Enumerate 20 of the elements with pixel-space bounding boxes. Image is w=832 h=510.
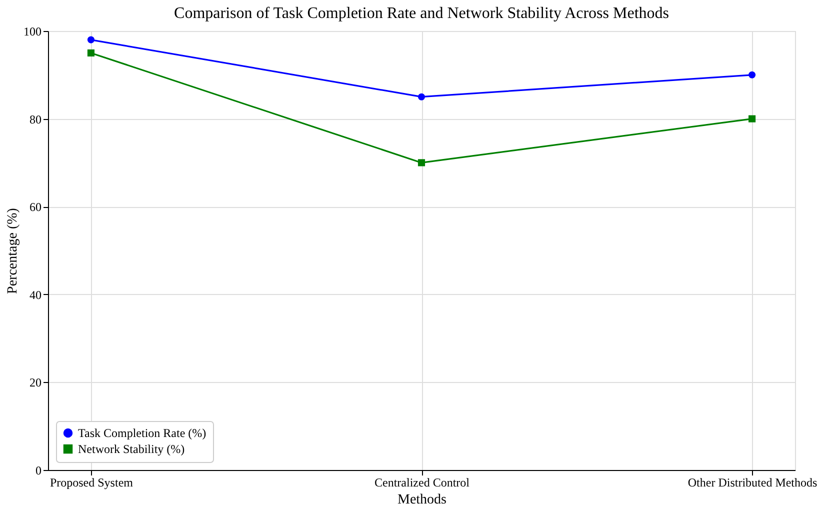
y-tick-label: 80 — [30, 112, 42, 126]
chart-title: Comparison of Task Completion Rate and Network Stability Across Methods — [174, 5, 669, 22]
y-axis-title: Percentage (%) — [6, 208, 20, 294]
point — [748, 71, 756, 78]
x-tick-label: Other Distributed Methods — [688, 476, 818, 490]
x-axis-title: Methods — [398, 492, 446, 508]
y-tick-label: 60 — [30, 200, 42, 214]
point — [418, 159, 426, 166]
y-tick-label: 40 — [30, 288, 42, 302]
point — [87, 49, 95, 56]
y-tick-label: 100 — [24, 24, 42, 38]
x-tick-label: Centralized Control — [374, 476, 470, 490]
point — [748, 115, 756, 122]
y-tick-label: 20 — [30, 376, 42, 390]
y-tick-label: 0 — [36, 464, 42, 478]
legend-label: Task Completion Rate (%) — [78, 426, 206, 440]
point — [87, 36, 95, 44]
point — [418, 93, 426, 100]
x-tick-label: Proposed System — [50, 476, 134, 490]
legend-label: Network Stability (%) — [78, 442, 185, 456]
